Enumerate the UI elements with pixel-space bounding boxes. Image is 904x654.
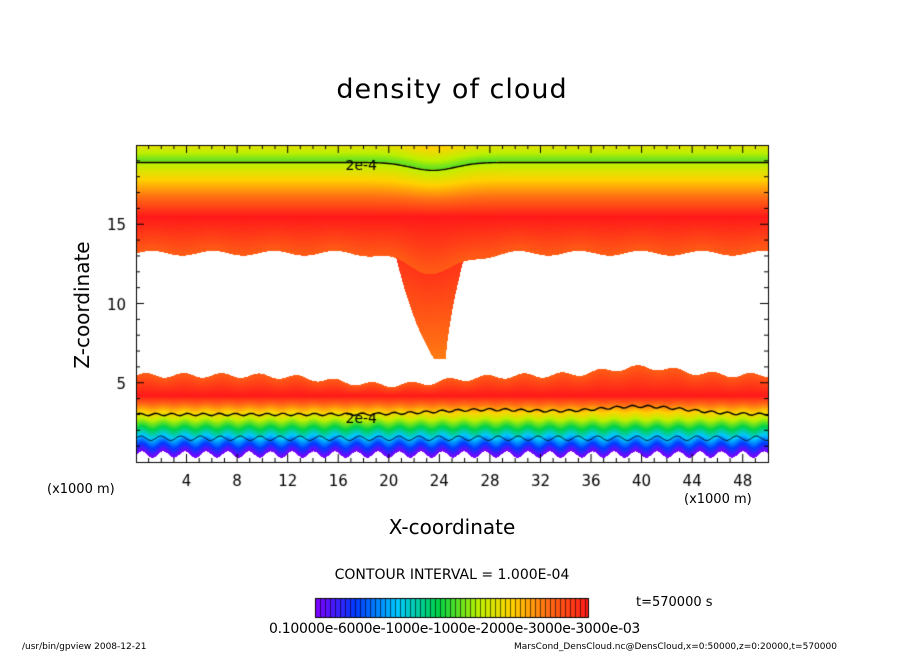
y-axis-label: Z-coordinate (70, 241, 94, 369)
colorbar-tick-labels: 0.10000e-6000e-1000e-1000e-2000e-3000e-3… (269, 621, 641, 637)
x-axis-label: X-coordinate (388, 515, 516, 539)
x-axis-unit-left: (x1000 m) (47, 482, 115, 497)
time-label: t=570000 s (636, 595, 713, 610)
chart-title: density of cloud (336, 74, 568, 105)
footer-command: /usr/bin/gpview 2008-12-21 (22, 642, 147, 652)
contour-interval-label: CONTOUR INTERVAL = 1.000E-04 (334, 567, 570, 583)
footer-source: MarsCond_DensCloud.nc@DensCloud,x=0:5000… (514, 642, 837, 652)
x-axis-unit-right: (x1000 m) (684, 492, 752, 507)
